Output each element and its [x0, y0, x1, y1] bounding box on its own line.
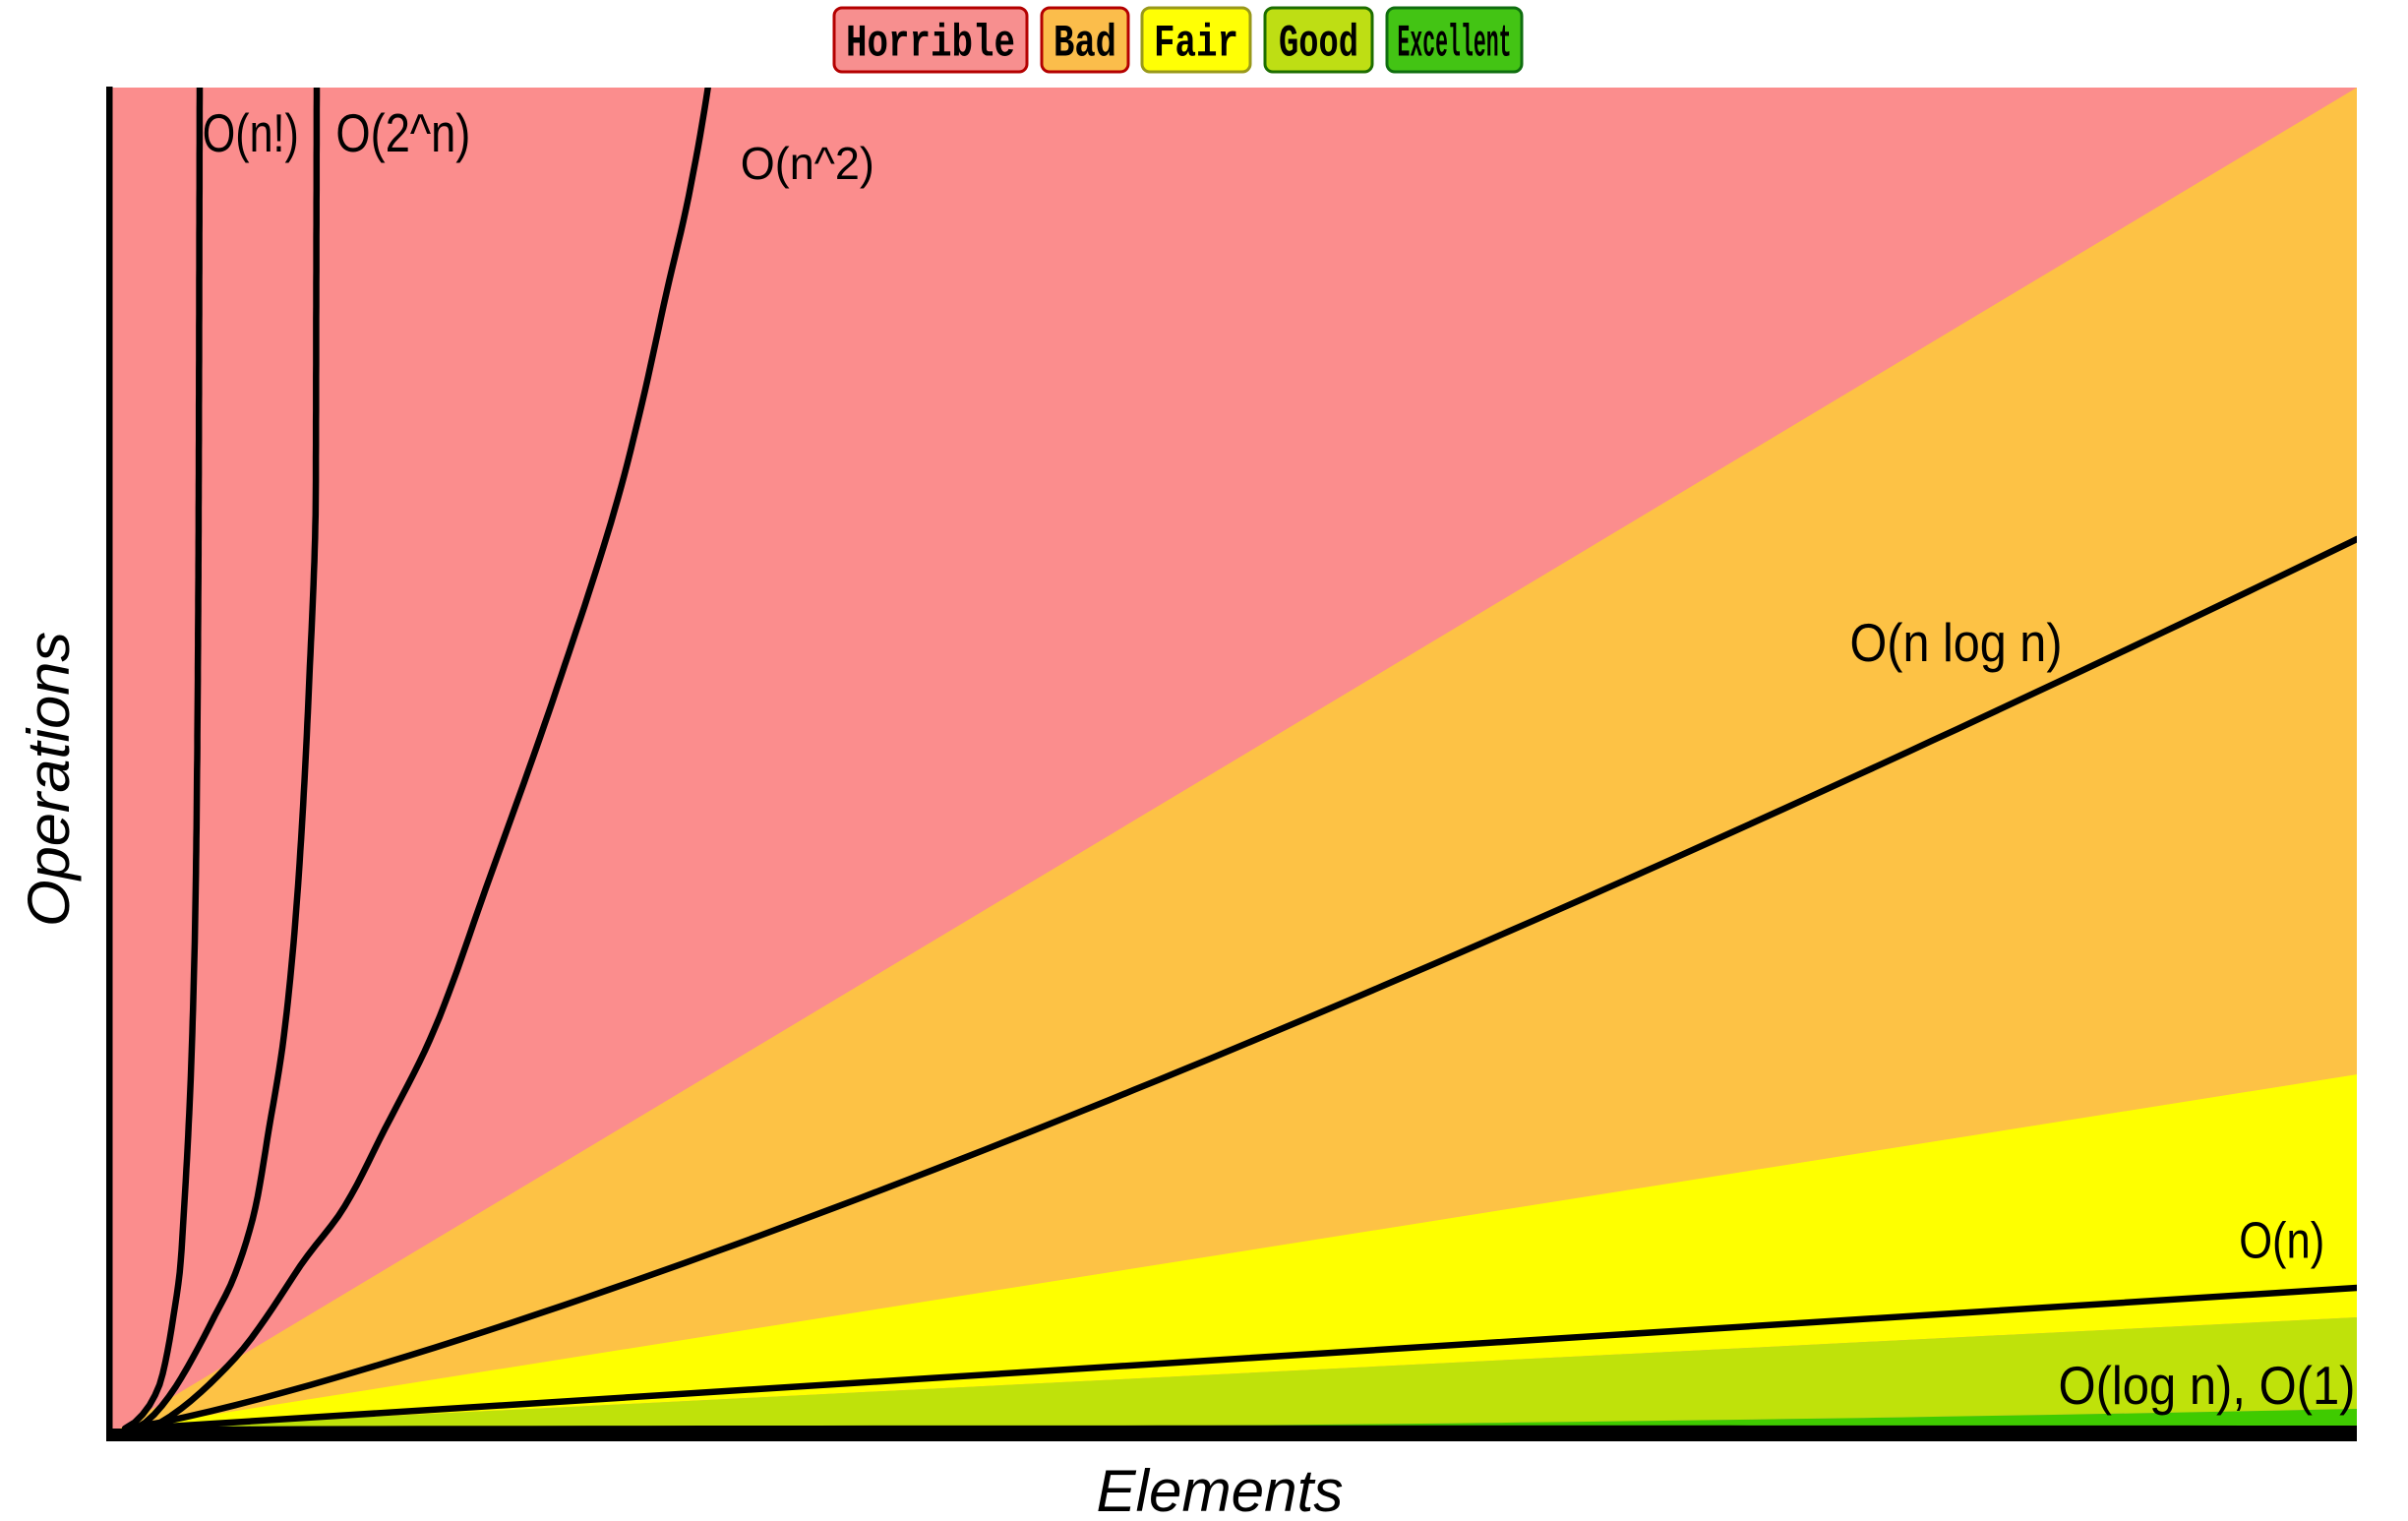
- svg-text:Elements: Elements: [1097, 1458, 1344, 1521]
- svg-text:Fair: Fair: [1154, 19, 1238, 70]
- svg-text:O(n^2): O(n^2): [741, 138, 874, 189]
- svg-text:O(2^n): O(2^n): [335, 102, 470, 163]
- svg-text:Excellent: Excellent: [1398, 19, 1512, 70]
- svg-text:O(log n), O(1): O(log n), O(1): [2059, 1355, 2356, 1416]
- svg-text:Horrible: Horrible: [846, 19, 1015, 70]
- svg-text:Operations: Operations: [16, 632, 82, 927]
- svg-text:O(n!): O(n!): [203, 102, 299, 163]
- svg-text:O(n): O(n): [2239, 1213, 2324, 1270]
- svg-text:Good: Good: [1279, 19, 1358, 70]
- svg-text:O(n log n): O(n log n): [1850, 612, 2063, 673]
- svg-text:Bad: Bad: [1054, 19, 1116, 70]
